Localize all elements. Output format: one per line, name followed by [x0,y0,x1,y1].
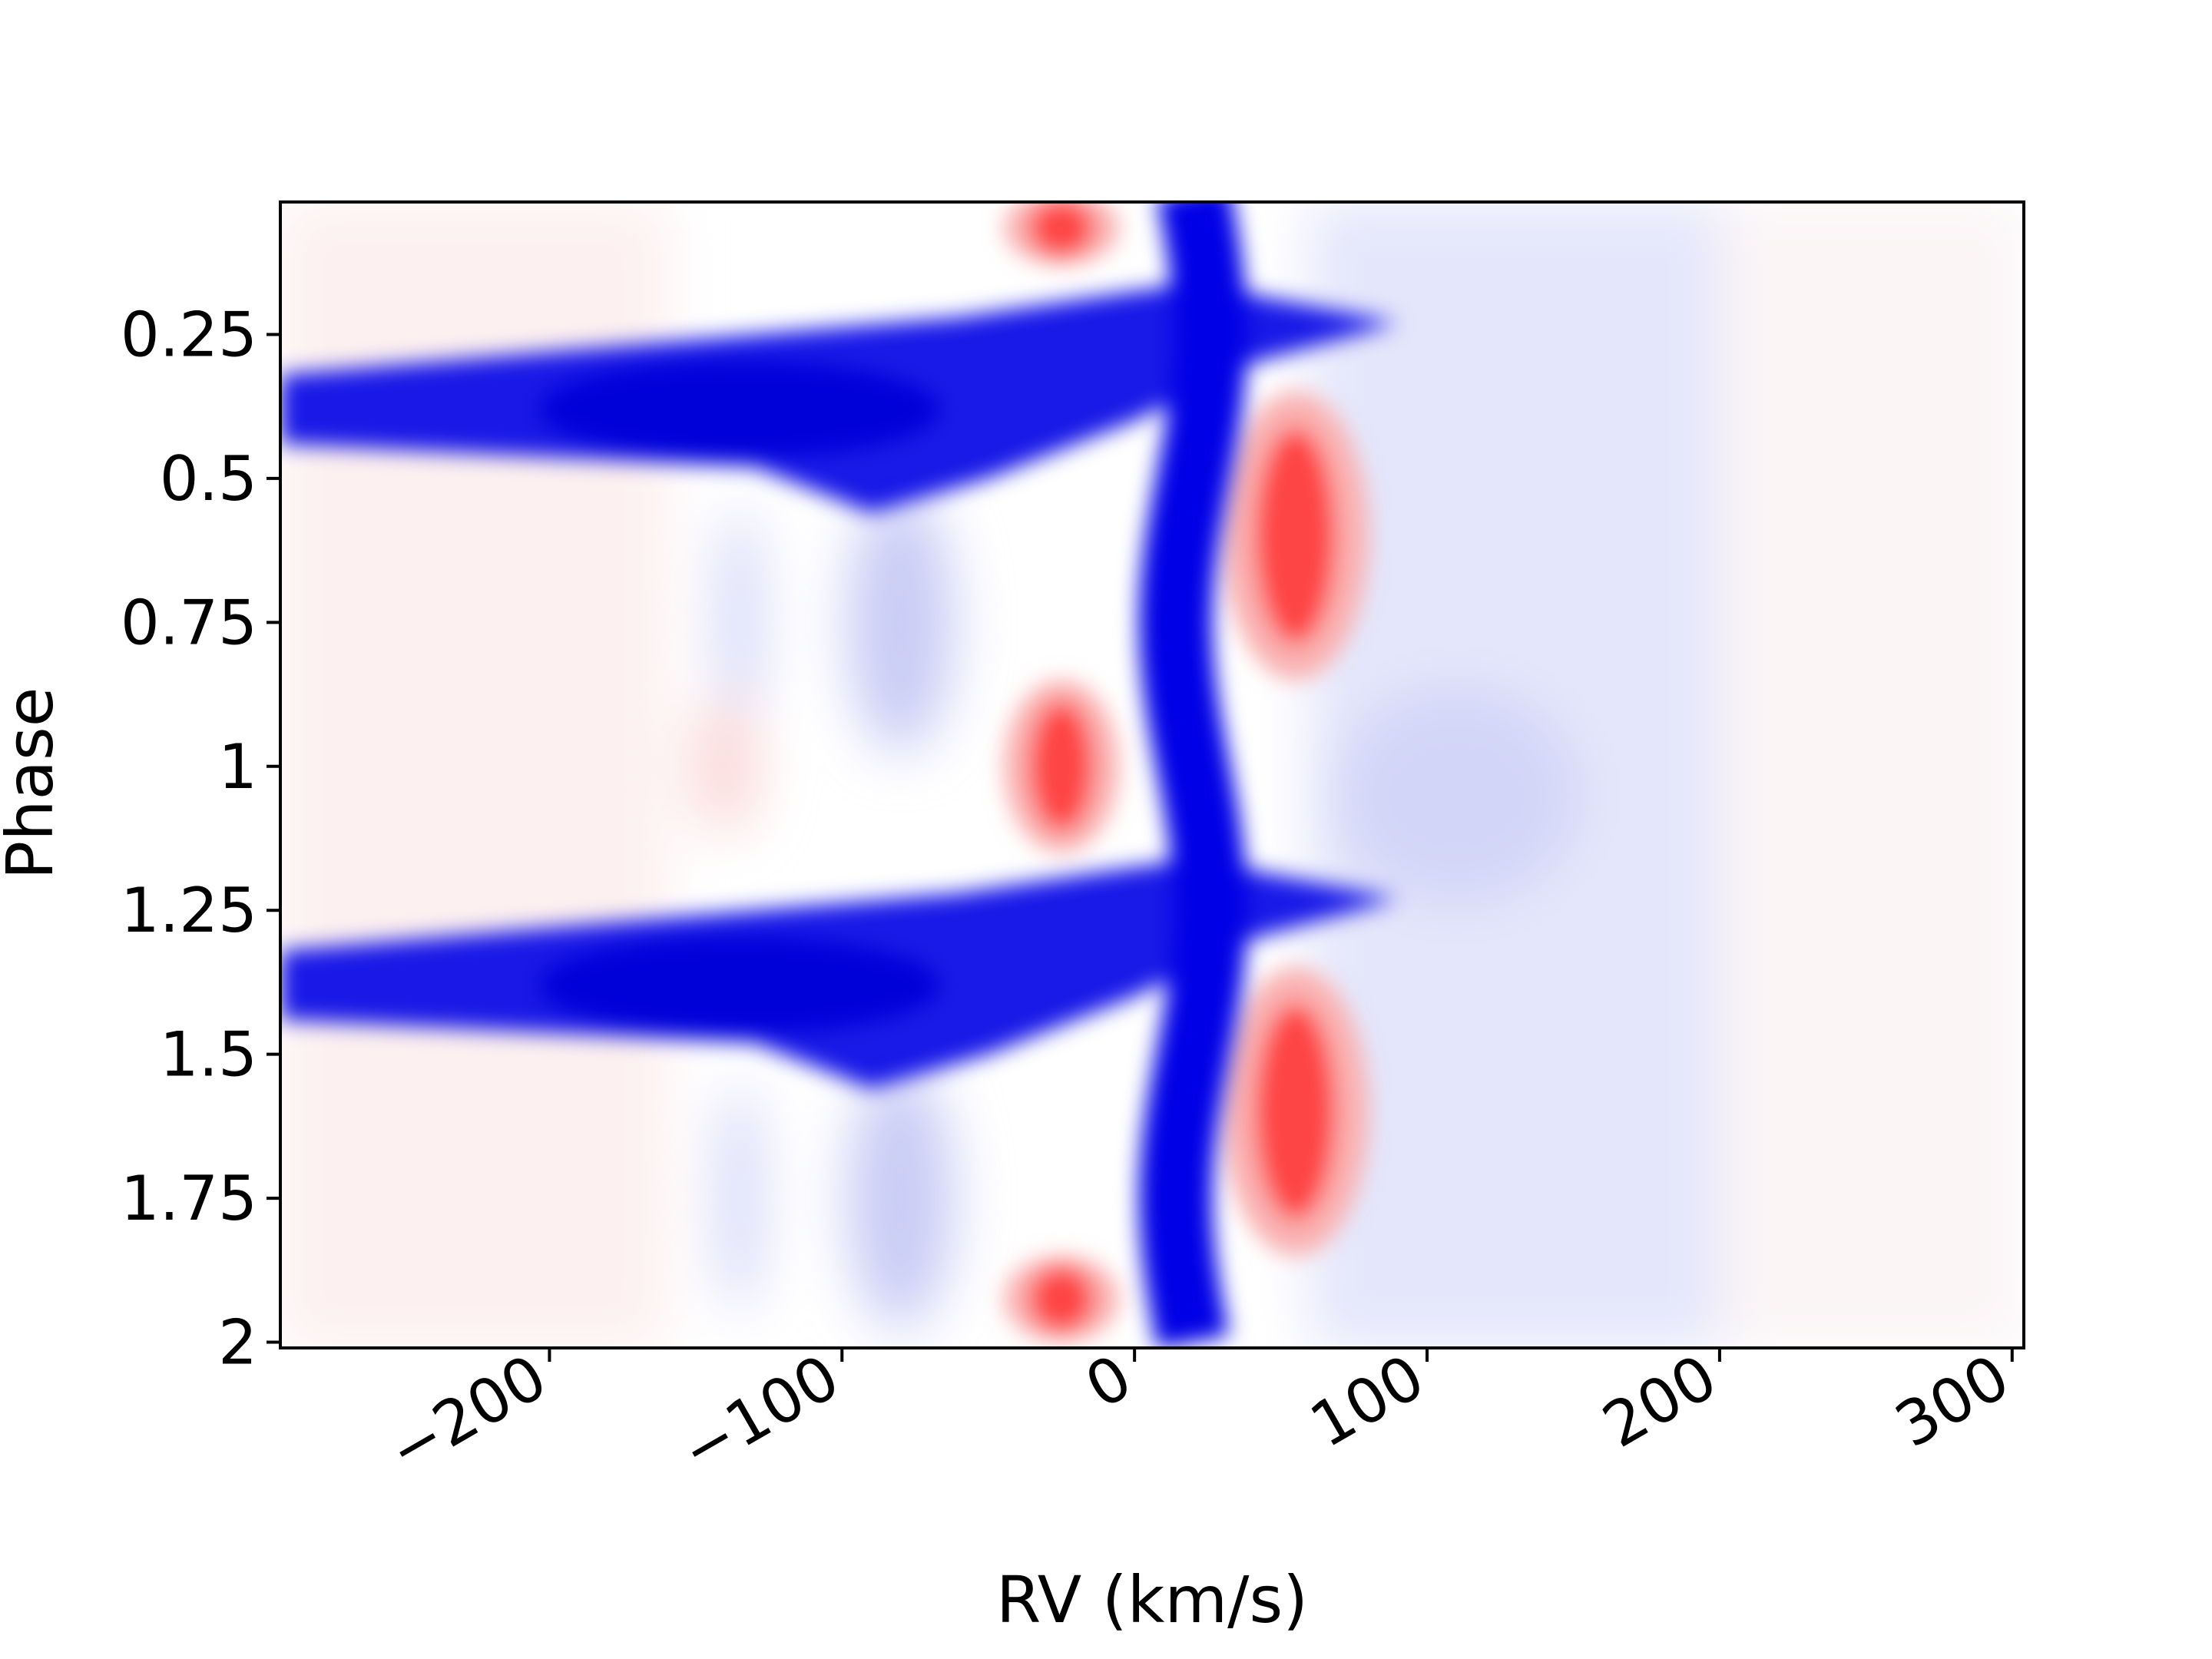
y-tick-label: 0.25 [121,299,257,370]
y-tick-label: 0.75 [121,587,257,658]
wash-blue-blob-1 [846,1068,955,1330]
emission-core-4 [1029,202,1094,257]
emission-core-0 [1255,428,1336,644]
emission-core-3 [1029,1267,1094,1332]
heatmap-layer [280,202,2024,1348]
y-tick-label: 2 [218,1307,257,1379]
y-tick-label: 1.75 [121,1163,257,1234]
x-tick-label: −100 [669,1341,851,1487]
absorption-band-core-1 [539,937,939,1033]
emission-layer [1003,202,1369,1343]
y-tick-label: 1.25 [121,875,257,946]
x-tick-label: 200 [1591,1341,1729,1462]
y-axis-label: Phase [0,687,68,880]
x-tick-label: 0 [1074,1341,1144,1422]
x-tick-label: −200 [376,1341,558,1487]
wash-pink-0 [690,697,760,836]
wash-blue-blob-0 [846,492,955,753]
wash-blue-right-0 [1333,687,1580,903]
x-axis-label: RV (km/s) [996,1562,1308,1637]
x-tick-label: 300 [1884,1341,2022,1462]
wash-blue-streak-1 [716,1083,763,1314]
y-tick-label: 1 [218,731,257,803]
wash-blue-streak-0 [716,507,763,738]
emission-core-2 [1029,701,1094,832]
absorption-band-core-0 [539,361,939,457]
x-axis: −200 −100 0 100 200 300 [376,1341,2021,1487]
emission-core-1 [1255,1004,1336,1220]
wash-far-right [1719,202,2024,1348]
x-tick-label: 100 [1299,1341,1436,1462]
y-tick-label: 1.5 [160,1019,257,1091]
absorption-layer [280,202,1398,1348]
y-tick-label: 0.5 [160,443,257,515]
plot-frame [279,200,2025,1349]
y-axis: 0.25 0.5 0.75 1 1.25 1.5 1.75 2 [121,299,280,1379]
